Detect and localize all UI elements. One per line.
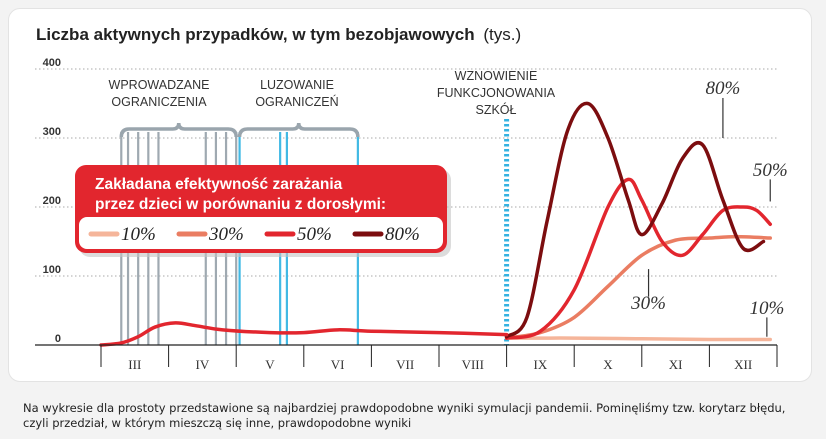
legend-label: 10% bbox=[121, 224, 156, 245]
annotation-label: SZKÓŁ bbox=[476, 102, 517, 117]
annotation-label: WZNOWIENIE bbox=[455, 69, 538, 83]
series-lines bbox=[99, 101, 772, 347]
end-label: 80% bbox=[706, 78, 741, 99]
y-tick-label: 100 bbox=[43, 264, 61, 276]
easing-brace bbox=[237, 122, 360, 138]
chart-title-unit: (tys.) bbox=[483, 25, 521, 44]
legend-title: przez dzieci w porównaniu z dorosłymi: bbox=[95, 196, 386, 213]
x-tick-label: XI bbox=[669, 357, 683, 372]
x-tick-label: VI bbox=[331, 357, 345, 372]
footnote-line-1: Na wykresie dla prostoty przedstawione s… bbox=[23, 401, 786, 415]
chart-title: Liczba aktywnych przypadków, w tym bezob… bbox=[36, 25, 521, 44]
footnote: Na wykresie dla prostoty przedstawione s… bbox=[23, 401, 823, 431]
chart-card: Liczba aktywnych przypadków, w tym bezob… bbox=[8, 8, 812, 430]
y-tick-label: 0 bbox=[55, 333, 61, 345]
legend-label: 80% bbox=[385, 224, 420, 245]
x-tick-label: IV bbox=[196, 357, 210, 372]
restrictions-brace bbox=[119, 122, 238, 138]
annotation-label: WPROWADZANE bbox=[109, 78, 210, 92]
end-label: 30% bbox=[630, 293, 666, 314]
series-line-80pct bbox=[504, 101, 766, 339]
footnote-line-2: czyli przedział, w którym mieszczą się i… bbox=[23, 416, 412, 430]
chart-title-main: Liczba aktywnych przypadków, w tym bezob… bbox=[36, 25, 475, 44]
series-line-30pct bbox=[504, 234, 772, 340]
x-tick-label: V bbox=[265, 357, 275, 372]
y-tick-label: 300 bbox=[43, 126, 61, 138]
line-chart: Liczba aktywnych przypadków, w tym bezob… bbox=[35, 25, 788, 372]
y-axis: 0 100 200 300 400 bbox=[43, 57, 61, 345]
x-axis: III IV V VI VII VIII IX X XI XII bbox=[35, 344, 778, 372]
x-tick-label: X bbox=[603, 357, 613, 372]
x-tick-label: XII bbox=[734, 357, 752, 372]
end-label: 10% bbox=[749, 298, 784, 319]
x-tick-label: III bbox=[128, 357, 141, 372]
series-line-50pct bbox=[504, 177, 772, 340]
annotation-label: LUZOWANIE bbox=[260, 78, 334, 92]
annotation-label: OGRANICZEŃ bbox=[255, 94, 338, 109]
series-line-before bbox=[99, 321, 509, 347]
legend-label: 50% bbox=[297, 224, 332, 245]
end-label: 50% bbox=[753, 160, 788, 181]
x-tick-label: VII bbox=[396, 357, 414, 372]
legend-label: 30% bbox=[208, 224, 244, 245]
annotation-label: OGRANICZENIA bbox=[111, 95, 207, 109]
legend-entries-box bbox=[79, 217, 443, 249]
annotation-label: FUNKCJONOWANIA bbox=[437, 86, 556, 100]
x-tick-label: IX bbox=[534, 357, 548, 372]
series-end-labels: 80% 50% 30% 10% bbox=[630, 78, 788, 337]
x-tick-label: VIII bbox=[462, 357, 484, 372]
series-line-10pct bbox=[504, 336, 772, 342]
y-tick-label: 400 bbox=[43, 57, 61, 69]
legend-title: Zakładana efektywność zarażania bbox=[95, 176, 343, 193]
y-tick-label: 200 bbox=[43, 195, 61, 207]
legend: Zakładana efektywność zarażania przez dzi… bbox=[75, 165, 451, 257]
